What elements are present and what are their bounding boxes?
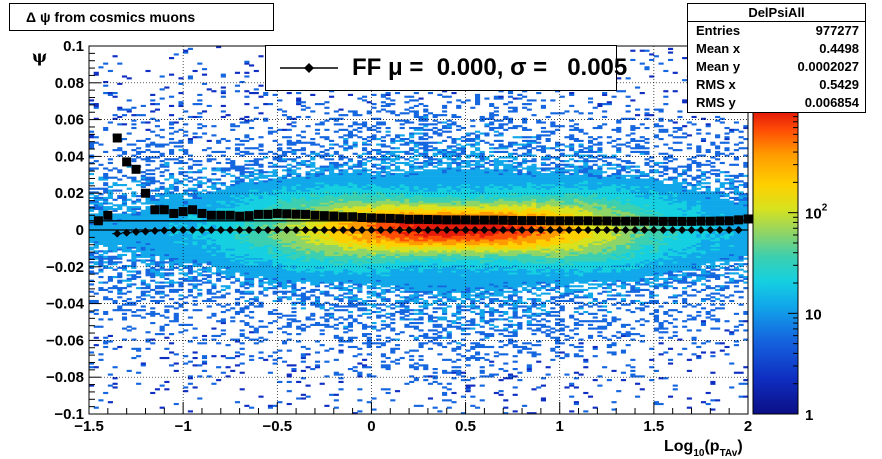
data-point-square (301, 209, 311, 219)
data-point-square (376, 213, 386, 223)
stats-title: DelPsiAll (688, 4, 865, 22)
data-point-square (112, 133, 122, 143)
legend-marker (280, 63, 338, 73)
series-markers (89, 133, 753, 238)
stats-row: Entries 977277 (696, 23, 859, 38)
data-point-square (188, 205, 198, 215)
y-tick-label: −0.08 (46, 369, 84, 386)
data-point-square (206, 210, 216, 220)
data-point-square (348, 212, 358, 222)
data-point-square (225, 210, 235, 220)
y-tick-label: 0.08 (55, 75, 84, 92)
plot-title: Δ ψ from cosmics muons (9, 3, 274, 31)
data-point-square (461, 215, 471, 225)
stats-row: RMS y 0.006854 (696, 95, 859, 110)
data-point-diamond (122, 228, 131, 237)
data-point-square (235, 211, 245, 221)
z-tick-label: 102 (805, 203, 828, 223)
data-point-square (244, 211, 254, 221)
data-point-square (131, 164, 141, 174)
x-tick-label: 2 (744, 418, 752, 435)
data-point-square (479, 215, 489, 225)
data-point-square (319, 211, 329, 221)
y-axis: 0.1 0.08 0.06 0.04 0.02 0 −0.02 −0.04 −0.06 −0.08… (46, 38, 101, 423)
data-point-square (395, 214, 405, 224)
data-point-square (470, 215, 480, 225)
data-point-square (178, 207, 188, 217)
data-point-square (291, 209, 301, 219)
legend-label: FF μ = 0.000, σ = 0.005 (352, 54, 628, 81)
data-point-square (451, 215, 461, 225)
data-point-square (423, 215, 433, 225)
data-point-square (442, 215, 452, 225)
data-point-square (263, 209, 273, 219)
data-point-square (385, 213, 395, 223)
y-tick-label: −0.1 (54, 406, 84, 423)
data-point-square (282, 209, 292, 219)
data-point-square (357, 212, 367, 222)
stats-box: DelPsiAll Entries 977277 Mean x 0.4498 Mea… (687, 3, 866, 113)
data-point-square (140, 188, 150, 198)
data-point-square (743, 214, 753, 224)
plot-title-text: Δ ψ from cosmics muons (26, 9, 196, 25)
color-scale-bar (752, 111, 799, 415)
data-point-square (338, 212, 348, 222)
data-point-square (366, 213, 376, 223)
x-tick-label: 1.5 (643, 418, 664, 435)
stats-row: Mean x 0.4498 (696, 41, 859, 56)
data-point-square (329, 211, 339, 221)
data-point-square (122, 157, 132, 167)
data-point-square (432, 215, 442, 225)
data-point-square (159, 205, 169, 215)
data-point-diamond (113, 229, 122, 238)
y-tick-label: 0.06 (55, 112, 84, 129)
z-tick-exponent: 2 (822, 203, 828, 214)
x-tick-label: 1 (556, 418, 564, 435)
y-tick-label: 0.04 (55, 148, 85, 165)
y-tick-label: −0.06 (46, 332, 84, 349)
x-tick-label: −1.5 (74, 418, 104, 435)
x-axis-label: Log10(pTAv) (664, 438, 743, 459)
data-point-square (489, 215, 499, 225)
data-point-square (103, 210, 113, 220)
z-tick-label: 10 (805, 306, 822, 323)
stats-row: RMS x 0.5429 (696, 77, 859, 92)
data-point-square (404, 214, 414, 224)
data-point-square (197, 208, 207, 218)
y-tick-label: 0.02 (55, 185, 84, 202)
y-tick-label: 0.1 (63, 38, 84, 55)
x-tick-label: −0.5 (262, 418, 292, 435)
y-axis-label: ψ (32, 47, 47, 66)
data-point-square (216, 210, 226, 220)
z-tick-label: 1 (805, 407, 813, 424)
y-tick-label: −0.02 (46, 259, 84, 276)
data-point-square (272, 208, 282, 218)
y-tick-label: 0 (76, 222, 84, 239)
x-tick-label: −1 (175, 418, 192, 435)
data-point-diamond (150, 226, 159, 235)
data-point-square (414, 214, 423, 224)
y-tick-label: −0.04 (46, 296, 85, 313)
data-point-square (169, 208, 179, 218)
data-point-square (150, 205, 160, 215)
data-point-square (734, 215, 744, 225)
stats-row: Mean y 0.0002027 (696, 59, 859, 74)
x-tick-label: 0.5 (455, 418, 476, 435)
x-tick-label: 0 (367, 418, 375, 435)
data-point-square (310, 210, 320, 220)
legend: FF μ = 0.000, σ = 0.005 (265, 45, 627, 91)
data-point-square (253, 209, 263, 219)
x-axis: −1.5 −1 −0.5 0 0.5 1 1.5 2 (74, 402, 752, 435)
